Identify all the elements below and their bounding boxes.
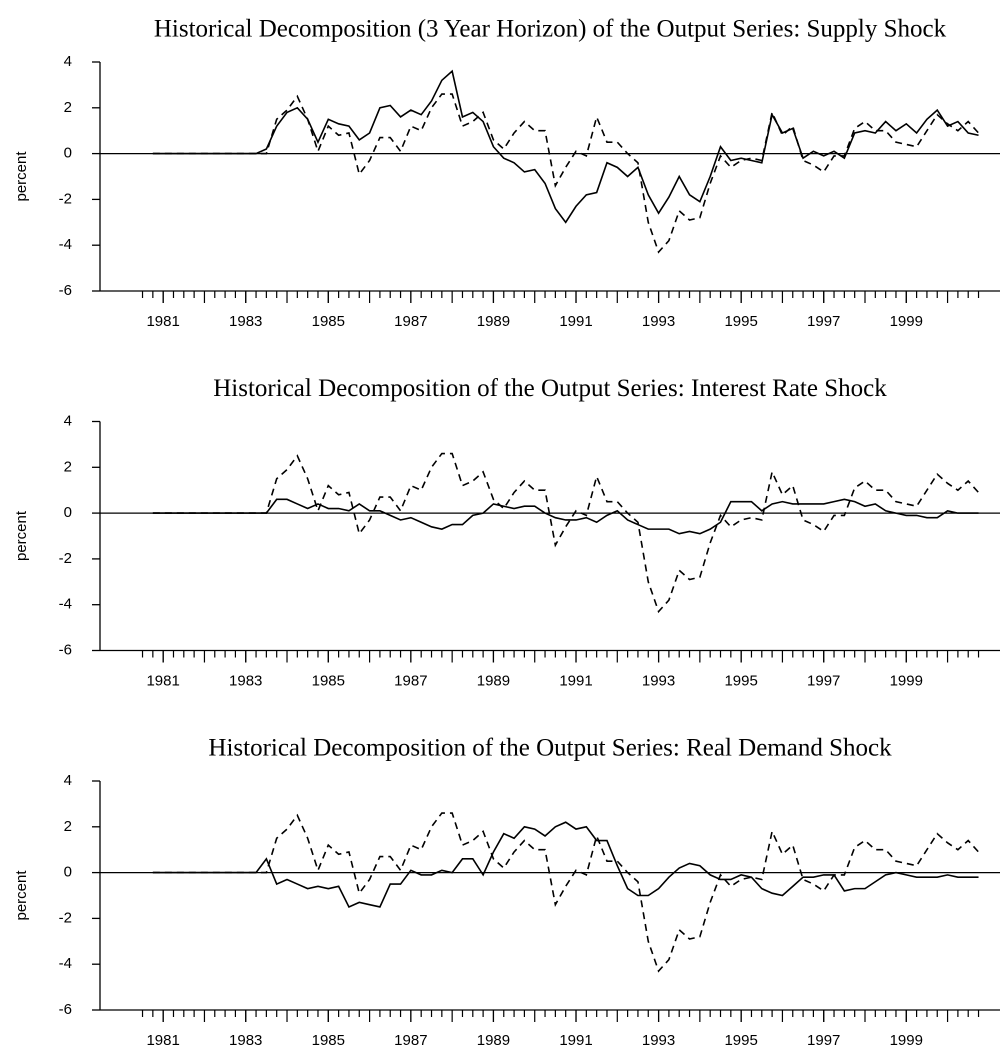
y-tick-label: 2 [64,458,72,475]
chart-title: Historical Decomposition (3 Year Horizon… [154,16,947,43]
x-tick-label: 1983 [229,313,262,330]
y-tick-label: 4 [64,53,72,70]
y-tick-label: 4 [64,772,72,789]
x-tick-label: 1989 [477,1032,510,1048]
x-tick-label: 1991 [559,1032,592,1048]
x-tick-label: 1989 [477,313,510,330]
y-tick-label: -6 [59,641,72,658]
series-line [152,821,979,908]
y-tick-label: 2 [64,818,72,835]
x-tick-label: 1995 [724,313,757,330]
x-tick-label: 1981 [146,672,179,689]
x-tick-label: 1985 [312,1032,345,1048]
x-tick-label: 1997 [807,1032,840,1048]
x-tick-label: 1987 [394,313,427,330]
x-tick-label: 1997 [807,313,840,330]
y-tick-label: -6 [59,1001,72,1018]
x-tick-label: 1989 [477,672,510,689]
x-tick-label: 1987 [394,672,427,689]
x-tick-label: 1983 [229,672,262,689]
y-axis-label: percent [13,510,30,561]
x-tick-label: 1985 [312,313,345,330]
chart-title: Historical Decomposition of the Output S… [213,375,887,402]
series-line [152,93,980,254]
y-axis-label: percent [13,870,30,921]
y-tick-label: 0 [64,504,72,521]
y-tick-label: -6 [59,282,72,299]
y-tick-label: 2 [64,99,72,116]
chart-title: Historical Decomposition of the Output S… [208,735,892,762]
series-line [152,69,979,224]
y-tick-label: 0 [64,864,72,881]
y-tick-label: -2 [59,550,72,567]
y-tick-label: 4 [64,412,72,429]
x-tick-label: 1987 [394,1032,427,1048]
x-tick-label: 1999 [890,1032,923,1048]
x-tick-label: 1981 [146,313,179,330]
x-tick-label: 1985 [312,672,345,689]
x-tick-label: 1991 [559,313,592,330]
series-line [152,812,980,973]
y-tick-label: -4 [59,236,72,253]
x-tick-label: 1981 [146,1032,179,1048]
y-tick-label: -2 [59,909,72,926]
x-tick-label: 1993 [642,1032,675,1048]
x-tick-label: 1983 [229,1032,262,1048]
x-tick-label: 1991 [559,672,592,689]
x-tick-label: 1999 [890,313,923,330]
y-axis-label: percent [13,151,30,202]
x-tick-label: 1995 [724,1032,757,1048]
y-tick-label: -4 [59,596,72,613]
series-line [152,498,979,535]
x-tick-label: 1999 [890,672,923,689]
x-tick-label: 1997 [807,672,840,689]
x-tick-label: 1993 [642,313,675,330]
y-tick-label: -2 [59,190,72,207]
x-tick-label: 1995 [724,672,757,689]
series-line [152,452,980,614]
x-tick-label: 1993 [642,672,675,689]
y-tick-label: 0 [64,145,72,162]
y-tick-label: -4 [59,955,72,972]
